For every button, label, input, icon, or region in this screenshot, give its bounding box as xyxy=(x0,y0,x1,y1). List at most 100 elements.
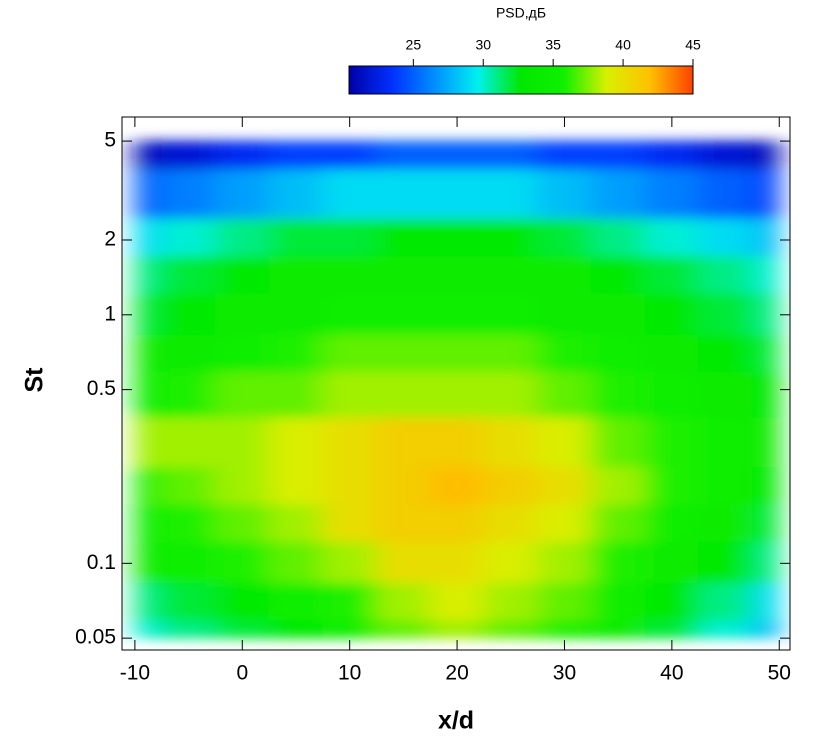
heat-cell xyxy=(268,503,324,542)
heat-cell xyxy=(429,140,485,170)
x-tick-label: 0 xyxy=(236,662,248,685)
heat-cell xyxy=(376,255,431,294)
heat-cell xyxy=(322,333,378,372)
heat-cell xyxy=(537,168,592,219)
heat-cell xyxy=(322,540,378,584)
heat-cell xyxy=(698,255,753,294)
heat-cell xyxy=(376,540,431,584)
x-tick-label: 20 xyxy=(445,662,468,685)
heat-cell xyxy=(537,292,592,335)
heat-cell xyxy=(161,140,216,170)
heat-cell xyxy=(214,540,270,584)
heat-cell xyxy=(590,540,646,584)
x-tick-label: 40 xyxy=(660,662,683,685)
heat-cell xyxy=(376,292,431,335)
heat-cell xyxy=(429,333,485,372)
heat-cell xyxy=(214,503,270,542)
heat-cell xyxy=(644,416,700,468)
heat-cell xyxy=(590,370,646,418)
heat-cell xyxy=(751,168,780,219)
heat-cell xyxy=(322,168,378,219)
heat-cell xyxy=(429,370,485,418)
heat-cell xyxy=(751,466,780,505)
heat-cell xyxy=(644,540,700,584)
colorbar-tick-label: 45 xyxy=(685,37,701,53)
heat-cell xyxy=(134,582,163,621)
heat-cell xyxy=(322,503,378,542)
heat-cell xyxy=(698,619,753,639)
heat-cell xyxy=(644,255,700,294)
heat-cell xyxy=(483,140,539,170)
heat-cell xyxy=(376,582,431,621)
heat-cell xyxy=(134,416,163,468)
heat-cell xyxy=(698,503,753,542)
heat-cell xyxy=(698,333,753,372)
heat-cell xyxy=(376,140,431,170)
heat-cell xyxy=(268,255,324,294)
heat-cell xyxy=(161,416,216,468)
heat-cell xyxy=(537,416,592,468)
heat-cell xyxy=(161,292,216,335)
heat-cell xyxy=(537,619,592,639)
x-tick-label: 30 xyxy=(553,662,576,685)
heat-cell xyxy=(751,370,780,418)
heat-cell xyxy=(322,370,378,418)
heat-cell xyxy=(376,168,431,219)
heat-cell xyxy=(644,292,700,335)
colorbar-label: PSD,дБ xyxy=(496,5,546,21)
colorbar-tick-label: 40 xyxy=(615,37,631,53)
heat-cell xyxy=(376,466,431,505)
heat-cell xyxy=(429,503,485,542)
heat-cell xyxy=(483,582,539,621)
heat-cell xyxy=(751,582,780,621)
heat-cell xyxy=(751,333,780,372)
heat-cell xyxy=(214,370,270,418)
heat-cell xyxy=(698,140,753,170)
heat-cell xyxy=(644,333,700,372)
heat-cell xyxy=(322,466,378,505)
heat-cell xyxy=(483,370,539,418)
heat-cell xyxy=(644,217,700,257)
y-tick-label: 0.5 xyxy=(87,377,116,400)
heat-cell xyxy=(644,503,700,542)
heat-cell xyxy=(376,333,431,372)
heatmap xyxy=(134,140,780,639)
heat-cell xyxy=(161,582,216,621)
heat-cell xyxy=(161,217,216,257)
heat-cell xyxy=(322,582,378,621)
heat-cell xyxy=(134,370,163,418)
heat-cell xyxy=(161,255,216,294)
heat-cell xyxy=(322,140,378,170)
heat-cell xyxy=(483,217,539,257)
heat-cell xyxy=(698,292,753,335)
heat-cell xyxy=(322,292,378,335)
heat-cell xyxy=(483,416,539,468)
heat-cell xyxy=(268,619,324,639)
heat-cell xyxy=(161,540,216,584)
colorbar-tick-label: 30 xyxy=(475,37,491,53)
heat-cell xyxy=(429,168,485,219)
heat-cell xyxy=(698,168,753,219)
heat-cell xyxy=(214,416,270,468)
heat-cell xyxy=(268,582,324,621)
heat-cell xyxy=(214,168,270,219)
heat-cell xyxy=(268,168,324,219)
heat-cell xyxy=(134,292,163,335)
heat-cell xyxy=(751,503,780,542)
heat-cell xyxy=(214,466,270,505)
y-tick-label: 2 xyxy=(104,228,116,251)
x-tick-label: -10 xyxy=(120,662,150,685)
heat-cell xyxy=(134,619,163,639)
heat-cell xyxy=(644,582,700,621)
heat-cell xyxy=(268,292,324,335)
y-tick-label: 5 xyxy=(104,129,116,152)
heat-cell xyxy=(698,416,753,468)
x-axis-label: x/d xyxy=(438,707,474,735)
heat-cell xyxy=(644,370,700,418)
heat-cell xyxy=(429,292,485,335)
heat-cell xyxy=(537,140,592,170)
heat-cell xyxy=(268,416,324,468)
heat-cell xyxy=(537,466,592,505)
heat-cell xyxy=(590,217,646,257)
